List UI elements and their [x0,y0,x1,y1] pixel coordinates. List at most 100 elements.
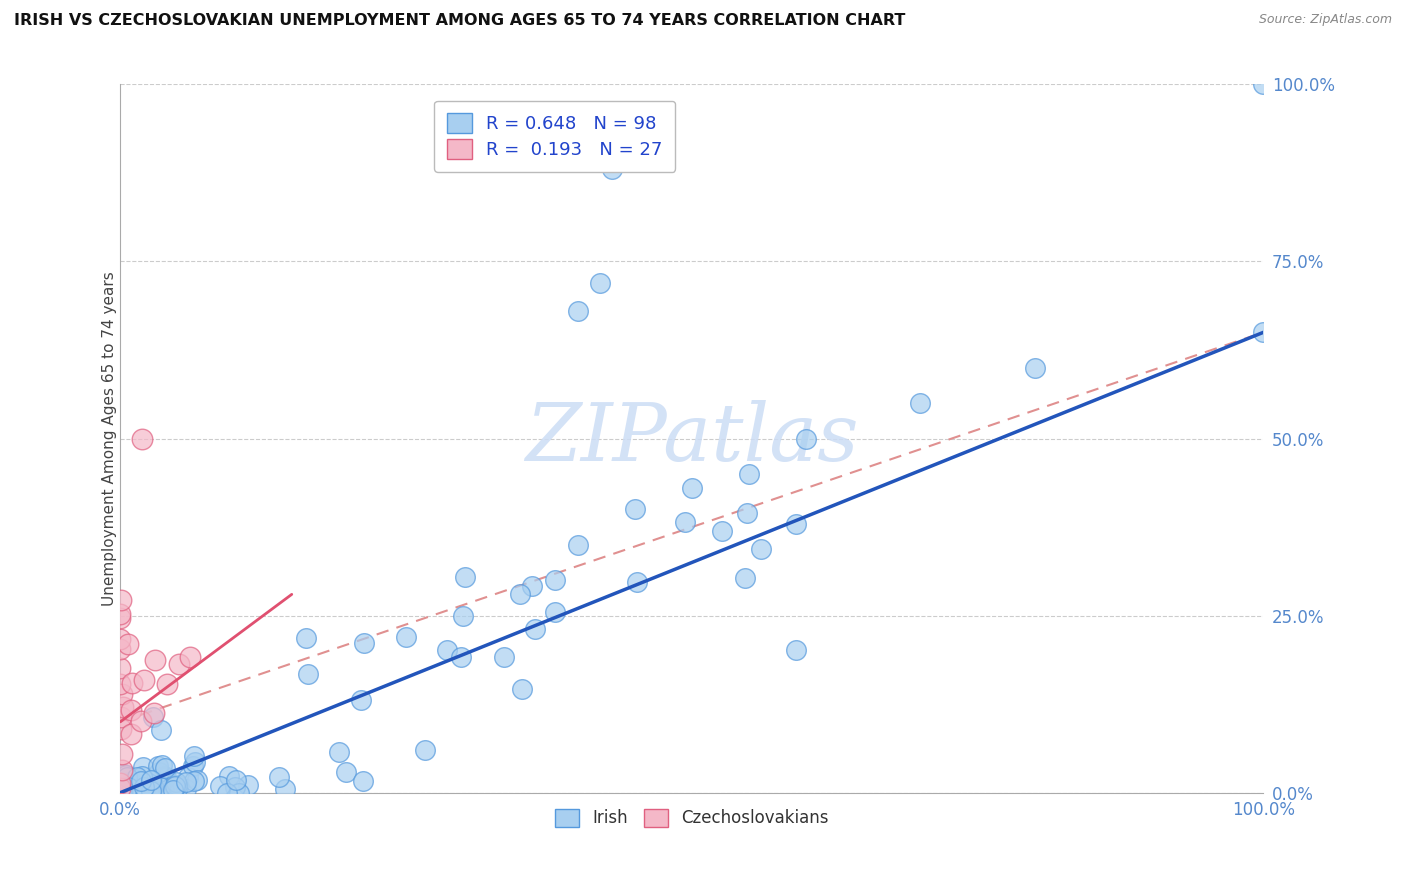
Point [589,276,612,290]
Point [114,768,136,782]
Point [328,745,350,759]
Point [910,396,932,410]
Point [134,784,156,798]
Point [111,747,134,762]
Point [141,780,163,794]
Point [174,781,197,796]
Point [184,755,207,769]
Point [681,481,703,495]
Point [673,516,696,530]
Point [138,773,160,788]
Legend: Irish, Czechoslovakians: Irish, Czechoslovakians [548,802,835,834]
Text: Source: ZipAtlas.com: Source: ZipAtlas.com [1258,13,1392,27]
Point [224,780,246,794]
Point [131,769,153,783]
Point [152,783,174,797]
Point [510,681,533,696]
Point [135,780,157,794]
Point [141,772,163,787]
Point [139,773,162,788]
Point [146,759,169,773]
Point [110,776,132,790]
Point [335,765,357,780]
Point [509,587,531,601]
Point [734,571,756,585]
Point [110,710,132,724]
Point [749,542,772,557]
Point [544,573,567,587]
Point [121,774,143,789]
Point [181,759,204,773]
Point [1024,360,1046,375]
Point [143,652,166,666]
Point [110,641,132,656]
Point [111,688,134,702]
Point [131,432,153,446]
Point [120,727,142,741]
Point [544,605,567,619]
Point [148,765,170,780]
Point [117,770,139,784]
Point [165,775,187,789]
Point [131,784,153,798]
Point [110,632,132,646]
Point [710,524,733,539]
Point [141,784,163,798]
Point [735,506,758,520]
Point [163,779,186,793]
Point [110,723,132,737]
Point [138,785,160,799]
Point [450,650,472,665]
Point [267,770,290,784]
Point [120,783,142,797]
Point [150,723,173,737]
Point [567,538,589,552]
Point [177,770,200,784]
Point [124,785,146,799]
Point [134,673,156,688]
Point [110,780,132,795]
Point [217,786,239,800]
Point [794,432,817,446]
Point [155,770,177,784]
Point [162,783,184,797]
Point [128,773,150,788]
Point [117,780,139,795]
Point [110,677,132,691]
Point [111,700,134,714]
Point [129,780,152,795]
Point [134,780,156,794]
Point [150,758,173,772]
Point [451,608,474,623]
Text: IRISH VS CZECHOSLOVAKIAN UNEMPLOYMENT AMONG AGES 65 TO 74 YEARS CORRELATION CHAR: IRISH VS CZECHOSLOVAKIAN UNEMPLOYMENT AM… [14,13,905,29]
Point [141,783,163,797]
Point [567,304,589,318]
Point [738,467,761,481]
Point [163,779,186,793]
Point [494,650,516,665]
Point [623,502,645,516]
Point [522,579,544,593]
Y-axis label: Unemployment Among Ages 65 to 74 years: Unemployment Among Ages 65 to 74 years [101,271,117,606]
Point [626,575,648,590]
Point [124,772,146,786]
Point [110,592,132,607]
Point [436,643,458,657]
Point [139,783,162,797]
Point [785,516,807,531]
Point [110,607,132,622]
Point [186,772,208,787]
Point [125,770,148,784]
Point [454,570,477,584]
Point [174,775,197,789]
Point [183,748,205,763]
Point [352,774,374,789]
Point [524,622,547,636]
Point [152,769,174,783]
Point [155,761,177,775]
Point [297,667,319,681]
Point [149,780,172,794]
Point [218,769,240,783]
Point [274,781,297,796]
Point [183,774,205,789]
